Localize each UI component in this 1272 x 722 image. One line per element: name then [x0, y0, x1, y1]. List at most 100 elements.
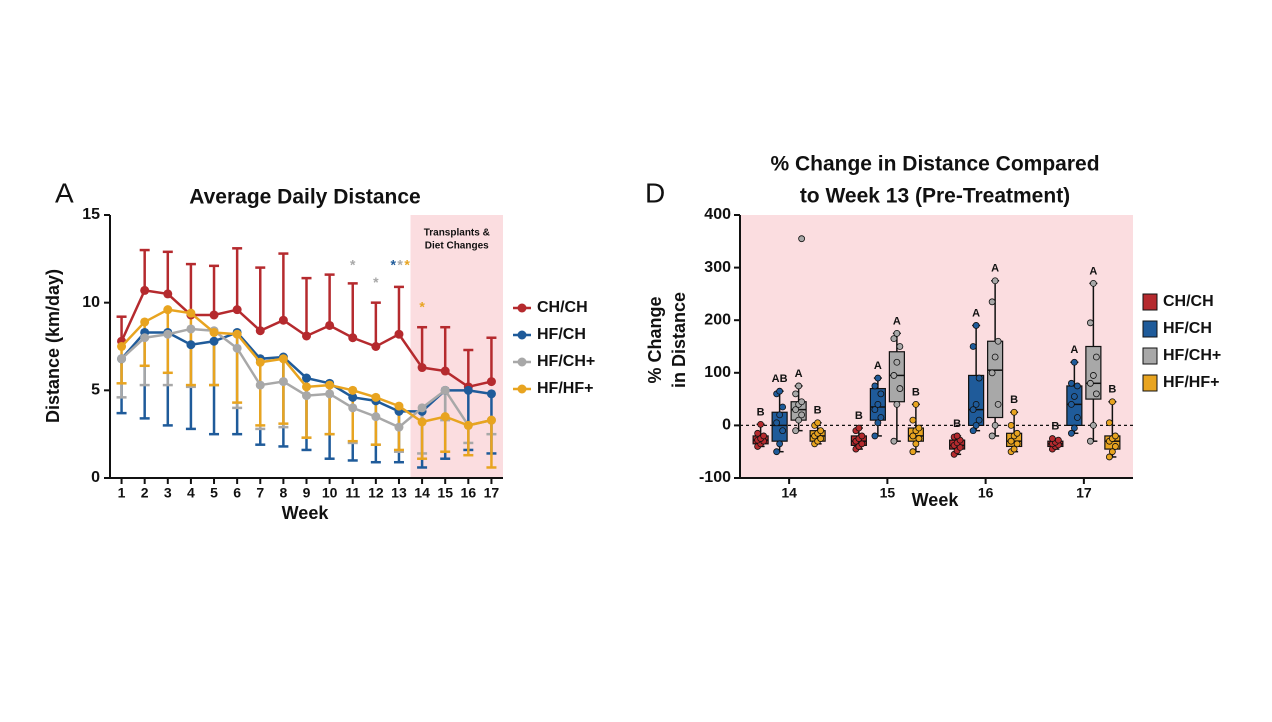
point [371, 392, 381, 402]
point [1007, 421, 1015, 429]
point [1092, 390, 1100, 398]
x-axis-label: Week [282, 503, 330, 523]
point [909, 416, 917, 424]
point [186, 324, 196, 334]
annotation: * [390, 257, 396, 273]
point [792, 390, 800, 398]
point [817, 435, 825, 442]
point [348, 385, 358, 395]
point [232, 343, 242, 353]
legend-label: HF/HF+ [537, 380, 593, 397]
x-tick-label: 7 [256, 485, 264, 501]
legend-marker [517, 330, 527, 340]
point [792, 427, 800, 435]
point [912, 400, 920, 408]
point [348, 333, 358, 343]
point [1013, 440, 1021, 448]
point [1048, 435, 1056, 442]
point [893, 358, 901, 366]
x-tick-label: 14 [414, 485, 430, 501]
point [855, 424, 863, 432]
x-tick-label: 14 [781, 485, 797, 501]
point [394, 329, 404, 339]
point [209, 327, 219, 337]
point [417, 403, 427, 413]
y-tick-label: 10 [82, 294, 100, 311]
point [988, 298, 996, 306]
point [209, 310, 219, 320]
point [255, 357, 265, 367]
point [117, 342, 127, 351]
point [1067, 429, 1075, 437]
point [1010, 445, 1018, 453]
point [975, 374, 983, 382]
legend-label: HF/CH+ [1163, 347, 1221, 364]
legend-swatch [1142, 374, 1158, 392]
group-letter: B [757, 406, 765, 418]
legend-label: CH/CH [537, 299, 588, 316]
point [1007, 437, 1015, 445]
point [371, 342, 381, 351]
chart-title: to Week 13 (Pre-Treatment) [800, 185, 1070, 208]
y-tick-label: 0 [91, 469, 100, 486]
point [1111, 443, 1119, 450]
point [988, 432, 996, 440]
point [915, 435, 923, 442]
group-letter: A [1089, 265, 1097, 277]
point [163, 329, 173, 339]
group-letter: A [972, 307, 980, 319]
point [302, 331, 311, 341]
point [278, 315, 288, 325]
point [893, 400, 901, 408]
point [972, 400, 980, 408]
group-letter: AB [772, 373, 788, 385]
group-letter: A [1070, 344, 1078, 356]
y-tick-label: -100 [699, 469, 731, 486]
point [877, 414, 885, 421]
point [1105, 419, 1113, 427]
point [760, 432, 768, 440]
group-letter: B [1051, 420, 1059, 432]
point [874, 400, 882, 408]
point [874, 374, 882, 382]
y-tick-label: 200 [704, 311, 731, 328]
point [140, 285, 150, 295]
point [117, 354, 127, 364]
point [1070, 424, 1078, 432]
y-tick-label: 400 [704, 206, 731, 223]
x-tick-label: 12 [368, 485, 384, 501]
point [302, 382, 311, 392]
legend-label: HF/CH [537, 326, 586, 343]
point [325, 389, 335, 399]
point [795, 382, 803, 390]
shaded-region [410, 215, 503, 478]
y-axis-label: in Distance [669, 292, 689, 388]
point [909, 432, 917, 440]
panel-label: D [645, 177, 665, 208]
x-tick-label: 15 [437, 485, 453, 501]
point [858, 432, 866, 440]
group-letter: A [874, 360, 882, 372]
point [798, 411, 806, 419]
point [1108, 448, 1116, 456]
point [463, 420, 473, 430]
annotation: * [373, 274, 379, 290]
x-tick-label: 8 [279, 485, 287, 501]
point [915, 424, 923, 432]
y-tick-label: 100 [704, 364, 731, 381]
point [754, 429, 762, 437]
point [991, 421, 999, 429]
point [440, 412, 450, 422]
point [776, 387, 784, 395]
x-tick-label: 9 [303, 485, 311, 501]
point [302, 373, 311, 383]
y-tick-label: 300 [704, 259, 731, 276]
point [969, 343, 977, 350]
point [994, 400, 1002, 408]
point [186, 340, 196, 350]
x-tick-label: 2 [141, 485, 149, 501]
group-letter: B [1010, 394, 1018, 406]
point [209, 336, 219, 346]
point [896, 385, 904, 392]
point [1089, 279, 1097, 287]
